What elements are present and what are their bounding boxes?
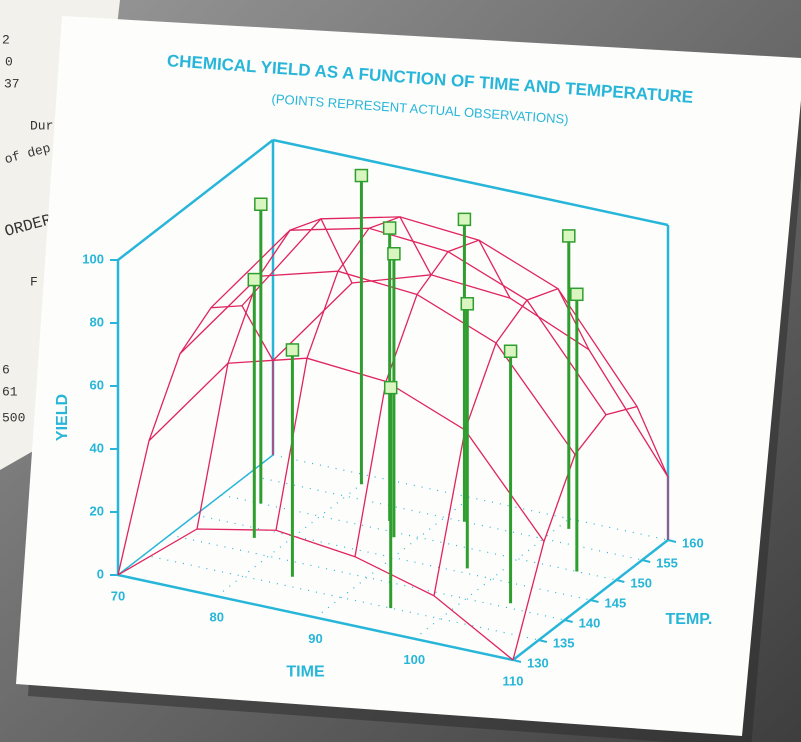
axis-line [272, 138, 669, 227]
paper-text: 6 [2, 362, 10, 377]
z-tick-label: 145 [605, 595, 627, 610]
card [16, 16, 801, 736]
y-tick-label: 0 [97, 566, 104, 581]
point [285, 343, 300, 357]
point [387, 247, 401, 261]
y-tick-label: 60 [90, 377, 104, 392]
surface-line [117, 528, 514, 661]
z-tick-label: 155 [656, 555, 678, 570]
grid-line [221, 494, 617, 581]
x-tick-label: 80 [210, 610, 224, 625]
point [254, 197, 268, 211]
z-tick-label: 135 [553, 635, 575, 650]
surface-line [512, 405, 669, 661]
point [354, 168, 369, 183]
x-tick-label: 70 [111, 588, 125, 603]
paper-text: 0 [5, 54, 13, 69]
point [562, 229, 576, 243]
z-axis-label: TEMP. [666, 611, 713, 628]
tick-mark [641, 559, 651, 563]
point [382, 221, 397, 235]
grid-line [315, 497, 471, 618]
paper-text: Dur [30, 118, 53, 133]
surface-line [272, 274, 669, 478]
y-axis-label: YIELD [54, 394, 71, 441]
z-tick-label: 130 [527, 655, 549, 670]
paper-text: 500 [2, 410, 25, 425]
tick-mark [512, 659, 522, 663]
point [383, 380, 398, 395]
surface-line [117, 305, 274, 576]
grid-line [195, 514, 591, 601]
y-tick-label: 100 [82, 251, 104, 266]
surface-line [148, 357, 545, 542]
z-tick-label: 140 [579, 615, 601, 630]
grid-line [272, 454, 669, 541]
surface-line [275, 216, 432, 531]
grid-line [216, 475, 373, 597]
grid-line [143, 554, 539, 641]
surface-line [354, 239, 511, 557]
point [457, 212, 472, 227]
surface-line [210, 227, 607, 416]
tick-mark [616, 579, 625, 583]
tick-mark [564, 619, 573, 623]
axis-line [117, 139, 274, 261]
tick-mark [538, 639, 548, 643]
grid-line [117, 574, 514, 661]
tick-mark [667, 539, 677, 543]
grid-line [169, 534, 565, 621]
x-tick-label: 110 [503, 673, 524, 688]
grid-line [413, 518, 570, 640]
x-tick-label: 100 [403, 652, 425, 667]
surface-line [241, 216, 638, 407]
y-tick-label: 40 [90, 440, 104, 455]
paper-text: 2 [2, 32, 10, 47]
paper-text: F [30, 274, 38, 289]
paper-text: 37 [4, 76, 20, 91]
paper-text: 61 [2, 384, 18, 399]
point [247, 272, 262, 287]
z-tick-label: 150 [630, 575, 652, 590]
point [460, 297, 475, 311]
x-axis-label: TIME [286, 664, 325, 681]
tick-mark [590, 599, 599, 603]
point [503, 344, 518, 358]
point [570, 287, 584, 302]
z-tick-label: 160 [682, 535, 704, 550]
y-tick-label: 20 [90, 503, 104, 518]
surface-line [433, 287, 590, 596]
y-tick-label: 80 [90, 314, 104, 329]
x-tick-label: 90 [308, 631, 322, 646]
